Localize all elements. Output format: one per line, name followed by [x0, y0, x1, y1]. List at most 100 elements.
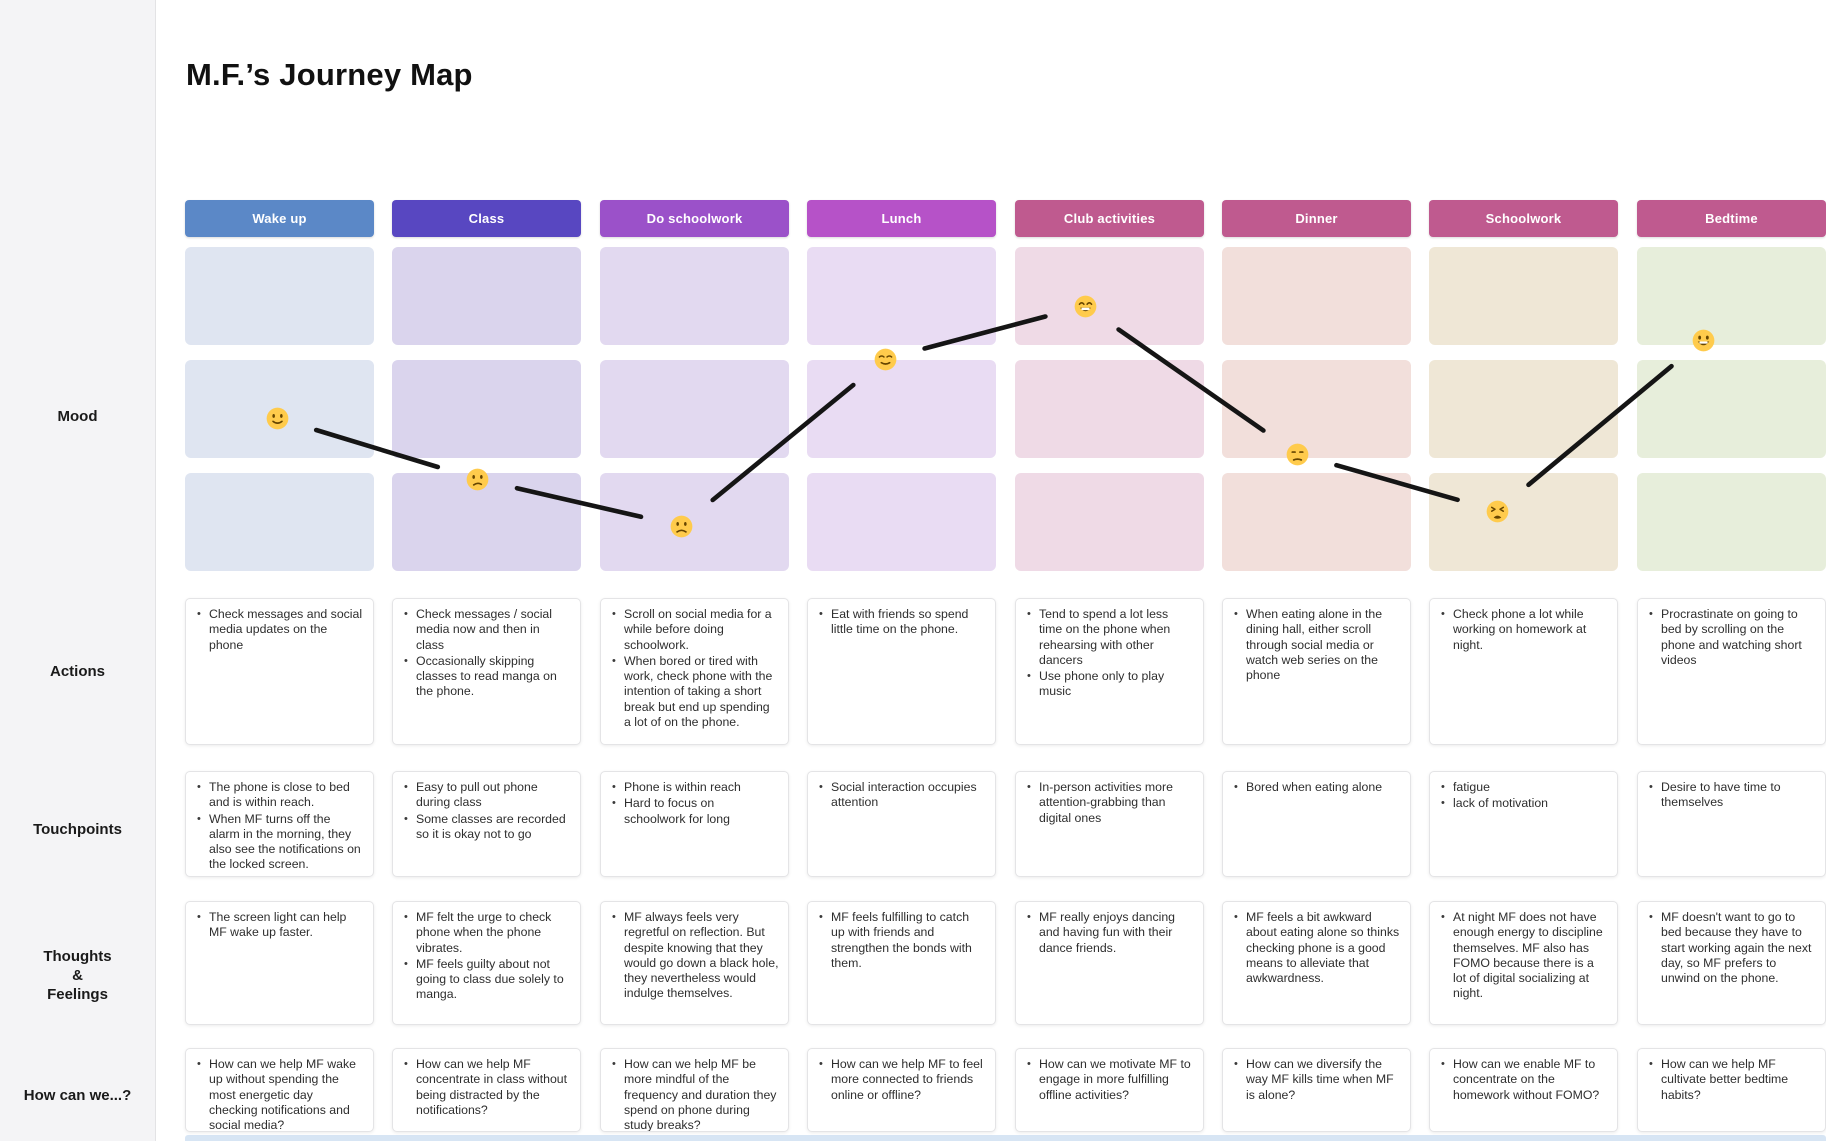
mood-cell-dinner-3[interactable]: [1222, 473, 1411, 571]
stage-header-club-activities[interactable]: Club activities: [1015, 200, 1204, 237]
mood-cell-bedtime-3[interactable]: [1637, 473, 1826, 571]
mood-emoji-slightly-frowning[interactable]: [670, 515, 693, 538]
how-can-we-card-class[interactable]: How can we help MF concentrate in class …: [392, 1048, 581, 1132]
emoji-face-icon: [1286, 443, 1308, 465]
mood-cell-do-schoolwork-1[interactable]: [600, 247, 789, 345]
mood-cell-schoolwork-1[interactable]: [1429, 247, 1618, 345]
stage-header-bedtime[interactable]: Bedtime: [1637, 200, 1826, 237]
card-bullet-item: lack of motivation: [1439, 796, 1608, 812]
mood-cell-do-schoolwork-2[interactable]: [600, 360, 789, 458]
card-bullet-item: Scroll on social media for a while befor…: [610, 607, 779, 653]
mood-cell-lunch-1[interactable]: [807, 247, 996, 345]
card-bullet-item: MF doesn't want to go to bed because the…: [1647, 910, 1816, 986]
card-bullet-item: How can we motivate MF to engage in more…: [1025, 1057, 1194, 1103]
mood-cell-lunch-2[interactable]: [807, 360, 996, 458]
mood-emoji-unamused[interactable]: [1286, 443, 1309, 466]
mood-cell-dinner-2[interactable]: [1222, 360, 1411, 458]
card-bullet-item: Tend to spend a lot less time on the pho…: [1025, 607, 1194, 668]
stage-header-class[interactable]: Class: [392, 200, 581, 237]
how-can-we-card-do-schoolwork[interactable]: How can we help MF be more mindful of th…: [600, 1048, 789, 1132]
stage-header-schoolwork[interactable]: Schoolwork: [1429, 200, 1618, 237]
row-label-actions: Actions: [0, 662, 155, 681]
card-bullet-item: Eat with friends so spend little time on…: [817, 607, 986, 638]
row-label-line: Feelings: [47, 986, 108, 1003]
how-can-we-card-club-activities[interactable]: How can we motivate MF to engage in more…: [1015, 1048, 1204, 1132]
stage-header-do-schoolwork[interactable]: Do schoolwork: [600, 200, 789, 237]
card-bullet-item: How can we diversify the way MF kills ti…: [1232, 1057, 1401, 1103]
mood-emoji-beaming[interactable]: [1074, 295, 1097, 318]
card-bullet-item: MF feels fulfilling to catch up with fri…: [817, 910, 986, 971]
mood-cell-schoolwork-3[interactable]: [1429, 473, 1618, 571]
mood-emoji-grinning[interactable]: [1692, 329, 1715, 352]
mood-cell-club-activities-3[interactable]: [1015, 473, 1204, 571]
touchpoints-card-lunch[interactable]: Social interaction occupies attention: [807, 771, 996, 877]
touchpoints-card-do-schoolwork[interactable]: Phone is within reachHard to focus on sc…: [600, 771, 789, 877]
card-bullet-item: When bored or tired with work, check pho…: [610, 654, 779, 730]
mood-cell-bedtime-2[interactable]: [1637, 360, 1826, 458]
mood-cell-schoolwork-2[interactable]: [1429, 360, 1618, 458]
card-bullet-item: fatigue: [1439, 780, 1608, 796]
mood-cell-club-activities-2[interactable]: [1015, 360, 1204, 458]
row-label-line: &: [72, 967, 83, 984]
mood-emoji-weary[interactable]: [1486, 500, 1509, 523]
card-bullet-item: How can we help MF concentrate in class …: [402, 1057, 571, 1118]
card-bullet-item: Desire to have time to themselves: [1647, 780, 1816, 811]
card-bullet-item: Check phone a lot while working on homew…: [1439, 607, 1608, 653]
stage-header-dinner[interactable]: Dinner: [1222, 200, 1411, 237]
card-bullet-item: Some classes are recorded so it is okay …: [402, 812, 571, 843]
mood-cell-wake-up-3[interactable]: [185, 473, 374, 571]
mood-cell-class-2[interactable]: [392, 360, 581, 458]
mood-cell-do-schoolwork-3[interactable]: [600, 473, 789, 571]
mood-emoji-confused[interactable]: [466, 468, 489, 491]
card-bullet-item: How can we help MF be more mindful of th…: [610, 1057, 779, 1131]
how-can-we-card-lunch[interactable]: How can we help MF to feel more connecte…: [807, 1048, 996, 1132]
touchpoints-card-schoolwork[interactable]: fatiguelack of motivation: [1429, 771, 1618, 877]
touchpoints-card-club-activities[interactable]: In-person activities more attention-grab…: [1015, 771, 1204, 877]
card-bullet-item: MF always feels very regretful on reflec…: [610, 910, 779, 1002]
card-bullet-item: Social interaction occupies attention: [817, 780, 986, 811]
mood-cell-bedtime-1[interactable]: [1637, 247, 1826, 345]
mood-cell-club-activities-1[interactable]: [1015, 247, 1204, 345]
touchpoints-card-dinner[interactable]: Bored when eating alone: [1222, 771, 1411, 877]
how-can-we-card-bedtime[interactable]: How can we help MF cultivate better bedt…: [1637, 1048, 1826, 1132]
touchpoints-card-class[interactable]: Easy to pull out phone during classSome …: [392, 771, 581, 877]
actions-card-wake-up[interactable]: Check messages and social media updates …: [185, 598, 374, 745]
stage-header-wake-up[interactable]: Wake up: [185, 200, 374, 237]
mood-emoji-slightly-smiling[interactable]: [266, 407, 289, 430]
thoughts-card-class[interactable]: MF felt the urge to check phone when the…: [392, 901, 581, 1025]
actions-card-schoolwork[interactable]: Check phone a lot while working on homew…: [1429, 598, 1618, 745]
thoughts-card-schoolwork[interactable]: At night MF does not have enough energy …: [1429, 901, 1618, 1025]
mood-cell-class-1[interactable]: [392, 247, 581, 345]
how-can-we-card-wake-up[interactable]: How can we help MF wake up without spend…: [185, 1048, 374, 1132]
touchpoints-card-wake-up[interactable]: The phone is close to bed and is within …: [185, 771, 374, 877]
actions-card-dinner[interactable]: When eating alone in the dining hall, ei…: [1222, 598, 1411, 745]
actions-card-lunch[interactable]: Eat with friends so spend little time on…: [807, 598, 996, 745]
thoughts-card-lunch[interactable]: MF feels fulfilling to catch up with fri…: [807, 901, 996, 1025]
stage-header-lunch[interactable]: Lunch: [807, 200, 996, 237]
touchpoints-card-bedtime[interactable]: Desire to have time to themselves: [1637, 771, 1826, 877]
mood-cell-wake-up-1[interactable]: [185, 247, 374, 345]
actions-card-class[interactable]: Check messages / social media now and th…: [392, 598, 581, 745]
card-bullet-item: Easy to pull out phone during class: [402, 780, 571, 811]
thoughts-card-dinner[interactable]: MF feels a bit awkward about eating alon…: [1222, 901, 1411, 1025]
row-label-line: Touchpoints: [33, 821, 122, 838]
actions-card-do-schoolwork[interactable]: Scroll on social media for a while befor…: [600, 598, 789, 745]
card-bullet-item: The phone is close to bed and is within …: [195, 780, 364, 811]
card-bullet-item: When eating alone in the dining hall, ei…: [1232, 607, 1401, 683]
thoughts-card-wake-up[interactable]: The screen light can help MF wake up fas…: [185, 901, 374, 1025]
actions-card-bedtime[interactable]: Procrastinate on going to bed by scrolli…: [1637, 598, 1826, 745]
how-can-we-card-dinner[interactable]: How can we diversify the way MF kills ti…: [1222, 1048, 1411, 1132]
row-label-line: How can we...?: [23, 1087, 132, 1104]
mood-cell-lunch-3[interactable]: [807, 473, 996, 571]
thoughts-card-do-schoolwork[interactable]: MF always feels very regretful on reflec…: [600, 901, 789, 1025]
card-bullet-item: MF really enjoys dancing and having fun …: [1025, 910, 1194, 956]
actions-card-club-activities[interactable]: Tend to spend a lot less time on the pho…: [1015, 598, 1204, 745]
mood-cell-dinner-1[interactable]: [1222, 247, 1411, 345]
next-frame-edge-strip: [185, 1135, 1826, 1141]
card-bullet-item: Bored when eating alone: [1232, 780, 1401, 796]
thoughts-card-bedtime[interactable]: MF doesn't want to go to bed because the…: [1637, 901, 1826, 1025]
card-bullet-item: Check messages / social media now and th…: [402, 607, 571, 653]
mood-emoji-relieved[interactable]: [874, 348, 897, 371]
thoughts-card-club-activities[interactable]: MF really enjoys dancing and having fun …: [1015, 901, 1204, 1025]
how-can-we-card-schoolwork[interactable]: How can we enable MF to concentrate on t…: [1429, 1048, 1618, 1132]
